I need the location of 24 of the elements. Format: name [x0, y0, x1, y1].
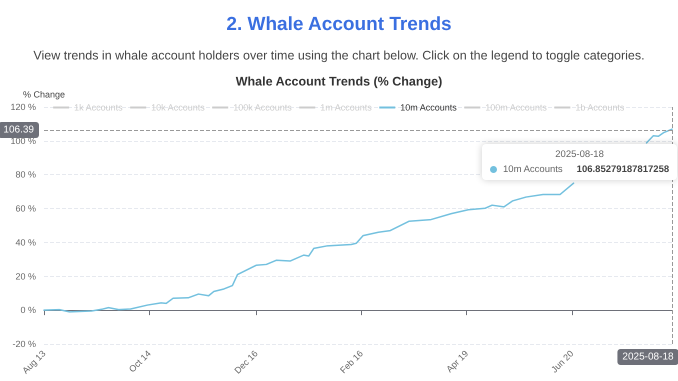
y-tick-label: 20 % — [15, 271, 36, 282]
ref-line-label: 2025-08-18 — [622, 352, 674, 362]
annotation: 106.85279187817258 — [576, 164, 670, 175]
x-tick-label: Aug 13 — [20, 348, 48, 376]
x-tick-label: Oct 14 — [126, 348, 153, 374]
y-axis-title: % Change — [22, 90, 66, 100]
chart-subtitle: View trends in whale account holders over time using the chart below. Click on the legend to toggle categories. — [33, 48, 645, 62]
legend-label: 10m Accounts — [503, 164, 563, 175]
chart-title: 2. Whale Account Trends — [226, 14, 452, 35]
x-tick-label: Dec 16 — [232, 348, 260, 376]
y-tick-label: 60 % — [15, 204, 36, 214]
text: 10m Accounts — [400, 102, 457, 112]
x-tick-label: Jun 20 — [549, 348, 576, 375]
y-tick-label: 100 % — [10, 136, 36, 146]
y-tick-label: 120 % — [10, 102, 36, 112]
y-tick-label: 0 % — [20, 305, 36, 316]
text: Whale Account Trends (% Change) — [236, 74, 442, 88]
x-tick-label: Feb 16 — [338, 348, 365, 376]
y-tick-label: 80 % — [15, 170, 36, 180]
y-tick-label: 40 % — [15, 237, 36, 248]
ref-line-label: 106.39 — [3, 124, 34, 136]
y-tick-label: -20 % — [12, 339, 36, 349]
annotation: 2025-08-18 — [554, 149, 605, 160]
x-tick-label: Apr 19 — [444, 348, 470, 374]
